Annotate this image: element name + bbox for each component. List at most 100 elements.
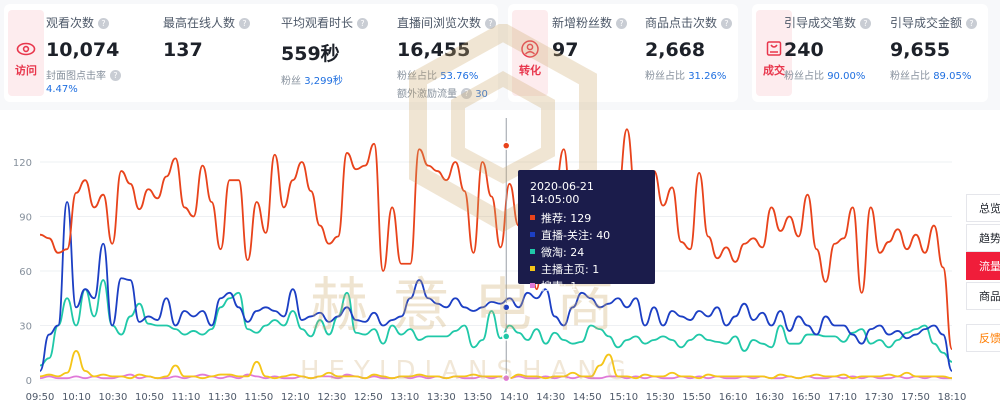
metric-value: 137 <box>163 39 203 61</box>
card-conversion: 转化 新增粉丝数? 97 商品点击次数? 2,668 粉丝占比 31.26% <box>508 4 738 102</box>
x-tick-label: 12:50 <box>354 392 383 403</box>
metric-sub-value: 4.47% <box>46 84 78 95</box>
x-tick-label: 14:10 <box>500 392 529 403</box>
metric-sub-label: 粉丝 <box>281 76 301 87</box>
metric-deal-count: 引导成交笔数? 240 粉丝占比 90.00% <box>784 14 872 82</box>
metric-label: 引导成交笔数 <box>784 16 857 30</box>
card-deal: 成交 引导成交笔数? 240 粉丝占比 90.00% 引导成交金额? 9,655… <box>752 4 988 102</box>
legend-dot-icon <box>530 266 535 271</box>
series-line <box>39 128 953 351</box>
metric-sub-value: 90.00% <box>827 71 866 82</box>
metric-label: 商品点击次数 <box>645 16 718 30</box>
tooltip-row: 推荐: 129 <box>530 210 645 227</box>
legend-dot-icon <box>530 215 535 220</box>
metric-avg-watch: 平均观看时长? 559秒 粉丝 3,299秒 <box>281 14 369 87</box>
metric-product-clicks: 商品点击次数? 2,668 粉丝占比 31.26% <box>645 14 733 82</box>
metric-sub2-label: 额外激励流量 <box>397 89 457 100</box>
series-line <box>39 350 953 380</box>
x-tick-label: 16:30 <box>755 392 784 403</box>
x-tick-label: 15:10 <box>609 392 638 403</box>
metric-label: 观看次数 <box>46 16 95 30</box>
x-tick-label: 17:30 <box>865 392 894 403</box>
help-icon[interactable]: ? <box>485 18 497 29</box>
help-icon[interactable]: ? <box>110 70 121 81</box>
badge-visit: 访问 <box>8 10 44 96</box>
metric-sub-label: 粉丝占比 <box>645 71 685 82</box>
series-line <box>39 279 953 367</box>
help-icon[interactable]: ? <box>239 18 251 29</box>
help-icon[interactable]: ? <box>357 18 369 29</box>
x-tick-label: 13:10 <box>390 392 419 403</box>
traffic-line-chart[interactable]: 0 30 60 90 120 09:50 10:10 10:30 10:50 11:10 11:3… <box>0 118 1000 415</box>
metric-sub-value: 89.05% <box>933 71 972 82</box>
hover-point <box>501 332 511 341</box>
x-tick-label: 10:30 <box>99 392 128 403</box>
watermark-text-en: HEYIDIANSHANG <box>300 356 635 386</box>
metric-sub-label: 封面图点击率 <box>46 71 106 82</box>
tooltip-series-value: 1 <box>592 263 600 276</box>
hover-points <box>501 141 511 383</box>
side-tab-traffic[interactable]: 流量 <box>966 252 1000 280</box>
side-tab-feedback[interactable]: 反馈 <box>966 324 1000 352</box>
y-tick-label: 90 <box>19 213 32 224</box>
x-tick-label: 10:10 <box>62 392 91 403</box>
help-icon[interactable]: ? <box>98 18 110 29</box>
x-tick-label: 13:50 <box>463 392 492 403</box>
tooltip-series-value: 40 <box>596 229 611 242</box>
x-tick-label: 16:50 <box>792 392 821 403</box>
metric-peak-online: 最高在线人数? 137 <box>163 14 251 61</box>
y-tick-label: 60 <box>19 267 32 278</box>
metric-new-fans: 新增粉丝数? 97 <box>552 14 628 61</box>
side-tab-products[interactable]: 商品 <box>966 282 1000 310</box>
metric-label: 直播间浏览次数 <box>397 16 482 30</box>
metric-label: 平均观看时长 <box>281 16 354 30</box>
cart-icon <box>766 41 782 56</box>
legend-dot-icon <box>530 249 535 254</box>
tooltip-row: 搜索: 1 <box>530 278 645 295</box>
y-axis-labels: 0 30 60 90 120 <box>13 158 32 387</box>
metric-room-views: 直播间浏览次数? 16,455 粉丝占比 53.76% 额外激励流量? 30 <box>397 14 497 100</box>
help-icon[interactable]: ? <box>860 18 872 29</box>
x-tick-label: 14:50 <box>573 392 602 403</box>
tooltip-time: 2020-06-21 14:05:00 <box>530 180 594 206</box>
side-tab-trend[interactable]: 趋势 <box>966 224 1000 252</box>
x-tick-label: 15:30 <box>646 392 675 403</box>
help-icon[interactable]: ? <box>461 88 472 99</box>
help-icon[interactable]: ? <box>721 18 733 29</box>
tooltip-series-name: 推荐 <box>541 212 563 225</box>
legend-dot-icon <box>530 283 535 288</box>
x-tick-label: 16:10 <box>719 392 748 403</box>
series-lines <box>39 128 953 380</box>
tooltip-series-name: 搜索 <box>541 280 563 293</box>
x-tick-label: 17:10 <box>828 392 857 403</box>
tooltip-series-name: 主播主页 <box>541 263 585 276</box>
x-tick-label: 17:50 <box>901 392 930 403</box>
help-icon[interactable]: ? <box>616 18 628 29</box>
badge-visit-label: 访问 <box>15 64 37 77</box>
x-tick-label: 11:10 <box>172 392 201 403</box>
chart-tooltip: 2020-06-21 14:05:00 推荐: 129 直播-关注: 40 微淘… <box>518 170 655 293</box>
watermark-logo <box>409 24 597 233</box>
metric-sub-label: 粉丝占比 <box>397 71 437 82</box>
x-tick-label: 11:50 <box>244 392 273 403</box>
side-tab-overview[interactable]: 总览 <box>966 194 1000 222</box>
x-axis-labels: 09:50 10:10 10:30 10:50 11:10 11:30 11:50 12:10… <box>26 392 967 403</box>
help-icon[interactable]: ? <box>966 18 978 29</box>
tooltip-series-value: 24 <box>570 246 585 259</box>
metric-value: 240 <box>784 39 824 61</box>
metric-deal-amount: 引导成交金额? 9,655 粉丝占比 89.05% <box>890 14 978 82</box>
eye-icon <box>16 42 36 56</box>
metrics-panel: 访问 观看次数? 10,074 封面图点击率? 4.47% 最高在线人数? 13… <box>0 0 1000 110</box>
x-tick-label: 14:30 <box>536 392 565 403</box>
tooltip-series-value: 1 <box>570 280 578 293</box>
legend-dot-icon <box>530 232 535 237</box>
y-tick-label: 30 <box>19 322 32 333</box>
metric-label: 新增粉丝数 <box>552 16 613 30</box>
metric-sub-value: 53.76% <box>440 71 479 82</box>
badge-deal: 成交 <box>756 10 792 96</box>
x-tick-label: 12:30 <box>317 392 346 403</box>
tooltip-row: 主播主页: 1 <box>530 261 645 278</box>
metric-value: 97 <box>552 39 579 61</box>
metric-value: 2,668 <box>645 39 706 61</box>
x-tick-label: 12:10 <box>281 392 310 403</box>
